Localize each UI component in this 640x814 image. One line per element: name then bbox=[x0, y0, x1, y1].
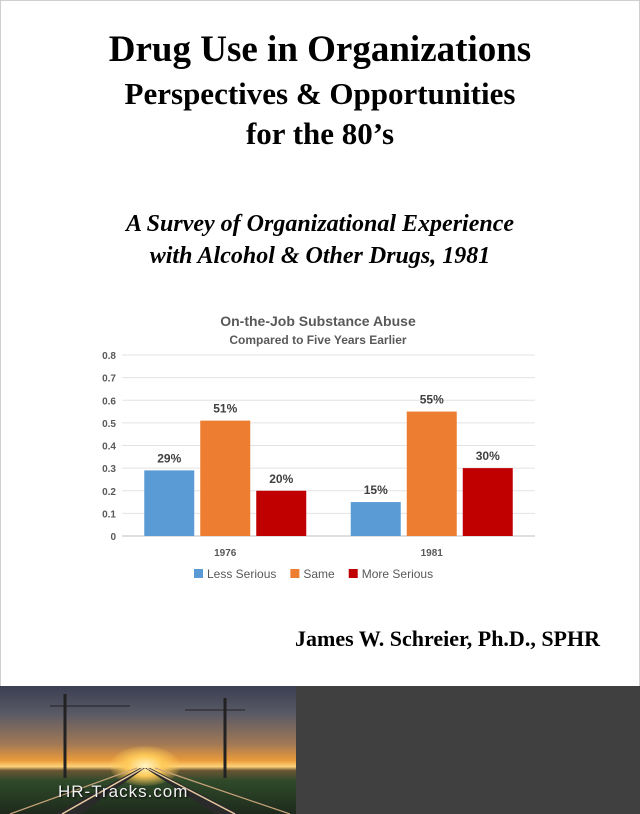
subtitle-line1: A Survey of Organizational Experience bbox=[125, 211, 515, 237]
book-title-line3: for the 80’s bbox=[245, 116, 395, 151]
bar bbox=[200, 420, 251, 536]
dark-panel bbox=[296, 686, 640, 814]
hr-tracks-logo: HR-Tracks.com bbox=[58, 782, 189, 801]
y-tick-label: 0.8 bbox=[102, 351, 116, 362]
chart-title: On-the-Job Substance Abuse bbox=[220, 313, 416, 329]
bar bbox=[350, 502, 401, 536]
subtitle-line2: with Alcohol & Other Drugs, 1981 bbox=[149, 243, 491, 269]
bar-chart: On-the-Job Substance Abuse Compared to Fi… bbox=[102, 313, 535, 581]
data-label: 30% bbox=[476, 449, 500, 463]
author-name: James W. Schreier, Ph.D., SPHR bbox=[295, 626, 600, 651]
data-label: 51% bbox=[213, 402, 237, 416]
x-tick-label: 1981 bbox=[421, 548, 444, 559]
x-tick-label: 1976 bbox=[214, 548, 237, 559]
subtitle-block: A Survey of Organizational Experience wi… bbox=[0, 208, 640, 272]
title-block: Drug Use in Organizations Perspectives &… bbox=[0, 26, 640, 154]
y-tick-label: 0 bbox=[110, 532, 116, 543]
book-title: Drug Use in Organizations bbox=[108, 29, 532, 70]
y-tick-label: 0.3 bbox=[102, 464, 116, 475]
legend-swatch bbox=[290, 569, 300, 578]
legend-label: Same bbox=[303, 567, 335, 581]
railroad-sunset-photo: HR-Tracks.com bbox=[0, 686, 296, 814]
data-label: 20% bbox=[269, 472, 293, 486]
bar bbox=[462, 468, 513, 536]
legend-label: More Serious bbox=[362, 567, 433, 581]
y-tick-label: 0.4 bbox=[102, 442, 116, 453]
y-tick-label: 0.7 bbox=[102, 374, 116, 385]
chart-subtitle: Compared to Five Years Earlier bbox=[229, 333, 407, 347]
book-title-line2: Perspectives & Opportunities bbox=[124, 76, 516, 111]
y-tick-label: 0.2 bbox=[102, 487, 116, 498]
legend-swatch bbox=[348, 569, 358, 578]
data-label: 29% bbox=[157, 451, 181, 465]
bar bbox=[144, 470, 195, 536]
data-label: 55% bbox=[420, 393, 444, 407]
y-tick-label: 0.5 bbox=[102, 419, 116, 430]
legend-label: Less Serious bbox=[207, 567, 276, 581]
y-tick-label: 0.1 bbox=[102, 509, 116, 520]
bar bbox=[406, 411, 457, 536]
bar bbox=[256, 490, 307, 536]
legend-swatch bbox=[194, 569, 203, 578]
rail-tracks-graphic bbox=[9, 694, 291, 814]
y-tick-label: 0.6 bbox=[102, 396, 116, 407]
data-label: 15% bbox=[364, 483, 388, 497]
